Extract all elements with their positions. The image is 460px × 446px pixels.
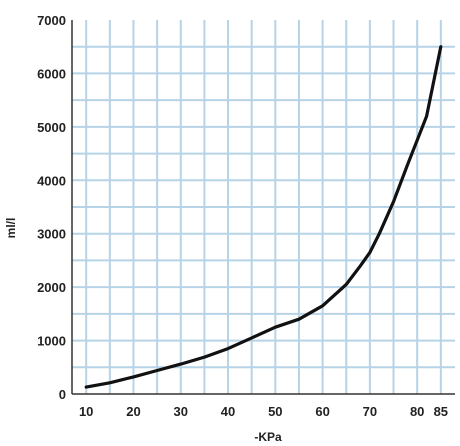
x-tick-label: 20 [126,404,140,419]
y-tick-labels: 0 1000 2000 3000 4000 5000 6000 7000 [37,13,66,402]
series [84,45,443,389]
y-tick-label: 7000 [37,13,66,28]
y-tick-label: 4000 [37,173,66,188]
x-tick-label: 70 [363,404,377,419]
x-tick-label: 10 [79,404,93,419]
x-tick-label: 85 [434,404,448,419]
series-line [84,45,443,389]
x-tick-label: 40 [221,404,235,419]
x-axis-title: -KPa [254,430,282,444]
y-tick-label: 0 [59,387,66,402]
axes [71,20,455,395]
x-tick-label: 60 [315,404,329,419]
y-tick-label: 2000 [37,280,66,295]
x-tick-label: 80 [410,404,424,419]
y-axis-title: ml/l [4,218,18,239]
y-tick-label: 6000 [37,66,66,81]
y-tick-label: 3000 [37,227,66,242]
y-tick-label: 1000 [37,334,66,349]
x-tick-labels: 10 20 30 40 50 60 70 80 85 [79,404,448,419]
x-tick-label: 30 [174,404,188,419]
grid [72,20,455,394]
x-tick-label: 50 [268,404,282,419]
y-tick-label: 5000 [37,120,66,135]
